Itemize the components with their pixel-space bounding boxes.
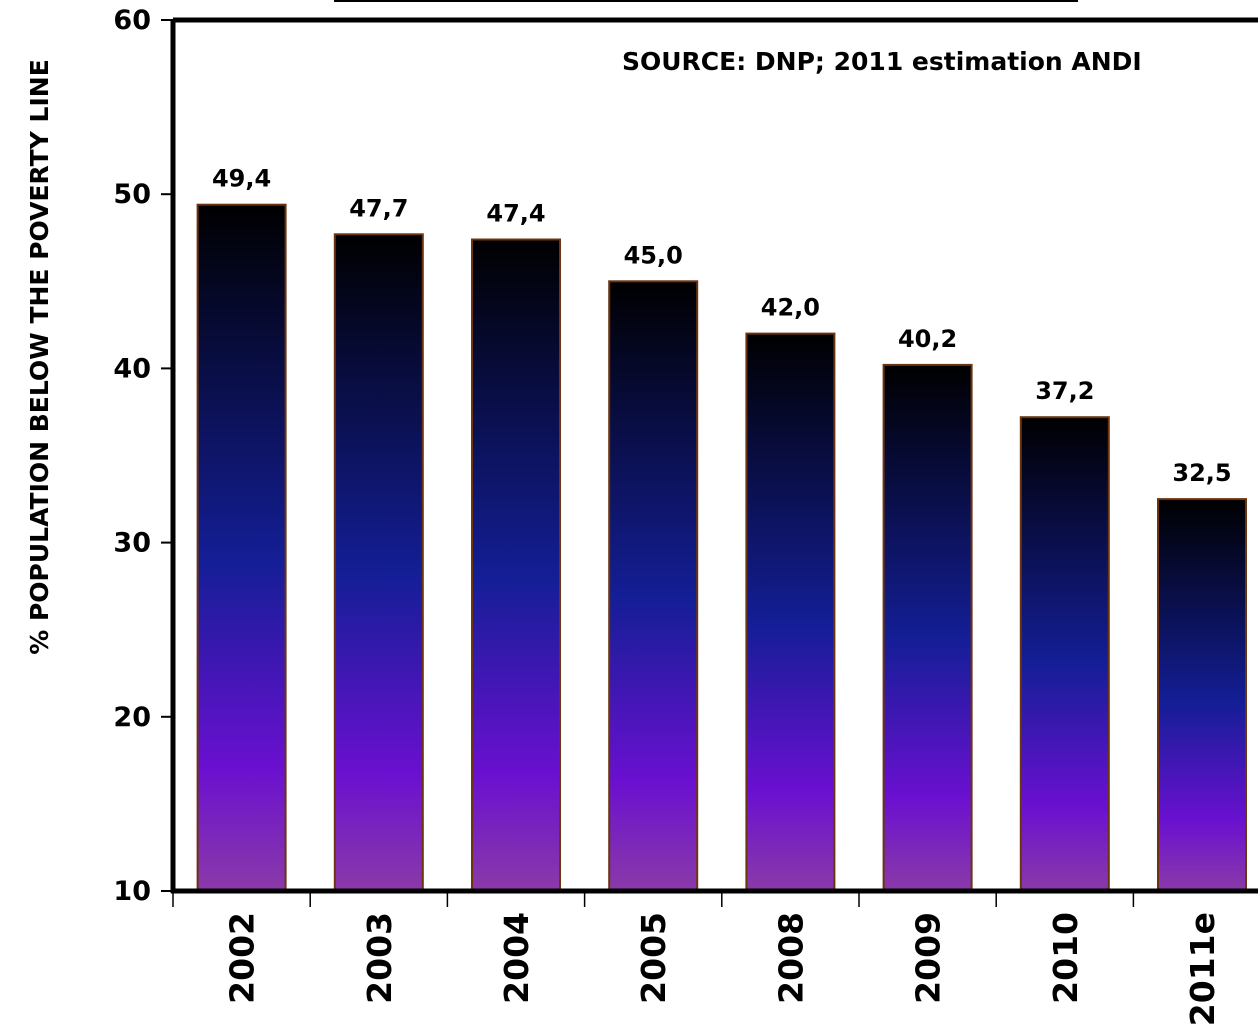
y-tick-label: 30 [113,528,151,559]
x-category-label: 2003 [360,912,399,1004]
bars-layer [196,203,1247,893]
y-axis-label: % POPULATION BELOW THE POVERTY LINE [25,59,54,655]
x-category-label: 2010 [1046,912,1085,1004]
x-category-label: 2005 [634,912,673,1004]
bar-2004 [471,238,561,892]
x-category-label: 2004 [497,912,536,1004]
axes-layer [170,17,1258,907]
y-tick-label: 10 [113,876,151,907]
bar-value-label: 49,4 [212,165,271,193]
bar-2011e [1157,498,1247,892]
bar-value-label: 37,2 [1035,377,1094,405]
source-annotation: SOURCE: DNP; 2011 estimation ANDI [622,47,1142,76]
x-category-labels-layer: 2002 2003 2004 2005 2008 2009 2010 2011e [223,912,1222,1024]
y-tick-label: 40 [113,353,151,384]
y-tick-label: 60 [113,5,151,36]
bar-value-label: 45,0 [624,241,683,269]
y-tick-label: 20 [113,702,151,733]
y-tick-label: 50 [113,179,151,210]
x-category-label: 2011e [1183,912,1222,1024]
bar-value-label: 47,4 [486,200,545,228]
bar-2009 [882,363,973,892]
bar-2008 [745,332,836,893]
bar-value-label: 42,0 [761,294,820,322]
bar-value-label: 47,7 [349,194,408,222]
x-category-label: 2002 [223,912,262,1004]
x-category-label: 2008 [771,912,810,1004]
bar-2010 [1019,416,1110,892]
x-category-label: 2009 [909,912,948,1004]
bar-2002 [196,203,287,892]
bar-value-label: 40,2 [898,325,957,353]
bar-value-label: 32,5 [1172,459,1231,487]
value-labels-layer: 49,4 47,7 47,4 45,0 42,0 40,2 37,2 32,5 [212,165,1232,487]
bar-2003 [333,233,424,893]
bar-2005 [608,280,699,892]
y-ticks-layer: 10 20 30 40 50 60 [113,5,173,907]
